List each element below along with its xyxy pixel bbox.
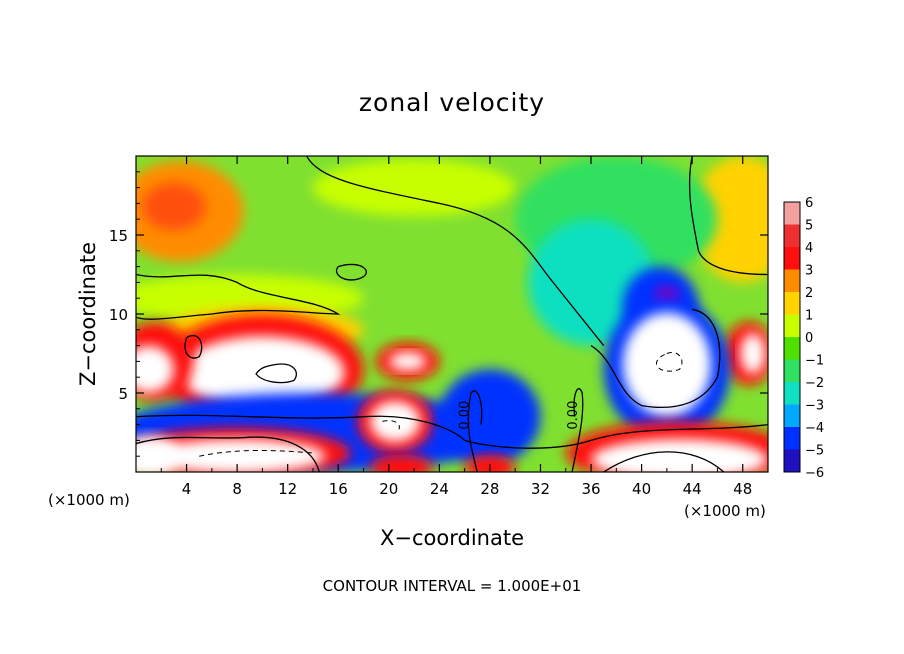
colorbar-label: 0 <box>805 331 813 346</box>
contour-line <box>590 308 721 409</box>
x-tick-label: 12 <box>278 480 297 498</box>
contour-line-negative <box>656 352 683 372</box>
contour-line <box>255 363 298 384</box>
x-tick-label: 4 <box>182 480 192 498</box>
colorbar-swatch <box>784 224 800 247</box>
velocity-blob <box>527 219 655 346</box>
contour-line <box>603 451 725 472</box>
contour-line <box>336 263 367 281</box>
colorbar-label: 4 <box>805 241 813 256</box>
x-unit-label-left: (×1000 m) <box>48 491 130 509</box>
velocity-blob <box>464 454 516 472</box>
colorbar-label: 6 <box>805 196 813 211</box>
velocity-blob <box>388 351 427 371</box>
colorbar-swatch <box>784 337 800 360</box>
colorbar-swatch <box>784 269 800 292</box>
colorbar-label: −1 <box>805 354 824 369</box>
velocity-blob <box>312 159 516 217</box>
velocity-blob <box>142 182 206 231</box>
colorbar-label: 2 <box>805 286 813 301</box>
colorbar-label: −4 <box>805 421 824 436</box>
velocity-blob <box>439 369 541 465</box>
x-tick-label: 32 <box>531 480 550 498</box>
y-tick-label: 5 <box>118 385 128 403</box>
velocity-blob <box>148 438 326 472</box>
velocity-blob <box>369 454 434 472</box>
colorbar-label: 3 <box>805 264 813 279</box>
colorbar-label: −6 <box>805 466 824 481</box>
contour-value-label: 0.00 <box>566 401 581 430</box>
y-axis-ticks: 5 10 15 <box>109 171 768 457</box>
colorbar-label: −5 <box>805 444 824 459</box>
colorbar-label: 5 <box>805 219 813 234</box>
colorbar-swatch <box>784 314 800 337</box>
colorbar-swatch <box>784 427 800 450</box>
velocity-blob <box>136 345 174 393</box>
contour-line <box>467 390 483 472</box>
colorbar-label: 1 <box>805 309 813 324</box>
colorbar-swatch <box>784 404 800 427</box>
contour-lines <box>136 156 768 472</box>
y-tick-label: 15 <box>109 227 128 245</box>
velocity-blob <box>180 336 345 409</box>
x-unit-label-right: (×1000 m) <box>684 502 766 520</box>
colorbar-swatch <box>784 359 800 382</box>
colorbar-label: −2 <box>805 376 824 391</box>
contour-interval-note: CONTOUR INTERVAL = 1.000E+01 <box>322 577 582 595</box>
contour-line <box>136 273 341 320</box>
velocity-blob <box>692 156 768 283</box>
contour-line <box>136 414 768 449</box>
contour-line <box>184 335 203 359</box>
x-tick-label: 44 <box>683 480 702 498</box>
velocity-field <box>136 156 768 472</box>
contour-line <box>571 388 584 472</box>
x-tick-label: 28 <box>480 480 499 498</box>
colorbar-swatch <box>784 292 800 315</box>
contour-line <box>688 156 768 276</box>
colorbar: 6 5 4 3 2 1 0 −1 −2 −3 −4 −5 −6 <box>783 196 824 481</box>
velocity-blob <box>622 312 712 417</box>
chart-title: zonal velocity <box>358 88 546 117</box>
contour-value-label: 0.00 <box>457 401 472 430</box>
contour-line-negative <box>199 449 314 457</box>
contour-line-negative <box>382 420 400 430</box>
y-tick-label: 10 <box>109 306 128 324</box>
contour-line <box>306 156 605 347</box>
x-tick-label: 20 <box>379 480 398 498</box>
velocity-blob <box>591 438 768 472</box>
x-tick-label: 16 <box>329 480 348 498</box>
velocity-blob <box>136 435 181 472</box>
colorbar-swatch <box>784 382 800 405</box>
colorbar-swatch <box>784 449 800 472</box>
x-tick-label: 8 <box>232 480 242 498</box>
velocity-blob <box>740 332 766 375</box>
x-axis-label: X−coordinate <box>380 526 524 550</box>
x-tick-label: 36 <box>581 480 600 498</box>
y-axis-label: Z−coordinate <box>76 242 100 386</box>
x-tick-label: 48 <box>733 480 752 498</box>
colorbar-swatch <box>784 202 800 225</box>
x-tick-label: 24 <box>430 480 449 498</box>
contour-labels: 0.00 0.00 <box>457 401 581 430</box>
colorbar-swatch <box>784 247 800 270</box>
x-axis-ticks: 4 8 12 16 20 24 28 32 36 40 44 48 <box>160 156 752 498</box>
x-tick-label: 40 <box>632 480 651 498</box>
colorbar-frame <box>783 201 801 473</box>
colorbar-label: −3 <box>805 399 824 414</box>
